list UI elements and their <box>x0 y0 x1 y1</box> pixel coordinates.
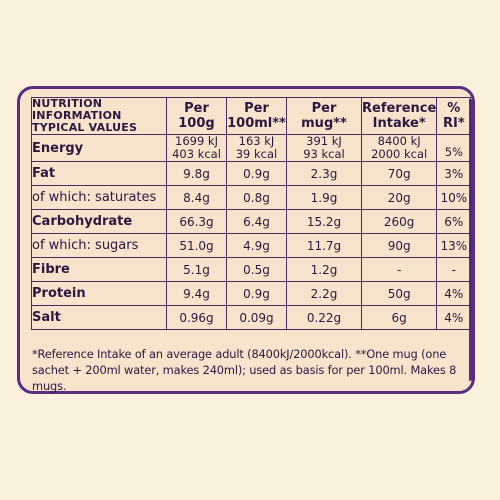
table-row-energy: Energy 1699 kJ 403 kcal 163 kJ 39 kcal 3… <box>31 134 472 162</box>
table-header-row: NUTRITION INFORMATION TYPICAL VALUES Per… <box>31 97 472 135</box>
table-cell: 1.9g <box>286 185 362 210</box>
table-cell: 3% <box>436 161 472 186</box>
table-cell: 260g <box>360 209 438 234</box>
table-cell: 6g <box>360 305 438 330</box>
column-header-line: % <box>447 101 461 116</box>
table-row-sugars: of which: sugars 51.0g 4.9g 11.7g 90g 13… <box>31 233 472 258</box>
table-cell: 6.4g <box>226 209 287 234</box>
table-cell: 5.1g <box>166 257 227 282</box>
table-cell: 90g <box>360 233 438 258</box>
table-cell: 8400 kJ 2000 kcal <box>360 134 438 162</box>
column-header-line: Per <box>184 101 209 116</box>
nutrition-table: NUTRITION INFORMATION TYPICAL VALUES Per… <box>31 97 472 330</box>
table-cell: 6% <box>436 209 472 234</box>
table-cell: 15.2g <box>286 209 362 234</box>
row-label: Carbohydrate <box>31 209 167 234</box>
table-cell: 20g <box>360 185 438 210</box>
row-label: Protein <box>31 281 167 306</box>
table-cell: 0.8g <box>226 185 287 210</box>
table-cell: - <box>436 257 472 282</box>
row-label: Fat <box>31 161 167 186</box>
table-cell: 13% <box>436 233 472 258</box>
row-label: of which: saturates <box>31 185 167 210</box>
table-row-fibre: Fibre 5.1g 0.5g 1.2g - - <box>31 257 472 282</box>
table-cell: 8.4g <box>166 185 227 210</box>
table-cell: 0.5g <box>226 257 287 282</box>
cell-line: 2000 kcal <box>371 147 428 161</box>
table-row-saturates: of which: saturates 8.4g 0.8g 1.9g 20g 1… <box>31 185 472 210</box>
column-header-line: RI* <box>442 116 465 131</box>
table-cell: 66.3g <box>166 209 227 234</box>
cell-line: 93 kcal <box>303 147 345 161</box>
table-cell: - <box>360 257 438 282</box>
table-cell: 2.3g <box>286 161 362 186</box>
table-cell: 1699 kJ 403 kcal <box>166 134 227 162</box>
table-cell: 1.2g <box>286 257 362 282</box>
column-header-per-100g: Per 100g <box>166 97 227 135</box>
column-header-line: 100g <box>178 116 215 131</box>
table-cell: 4% <box>436 281 472 306</box>
row-label: Energy <box>31 134 167 162</box>
table-row-carbohydrate: Carbohydrate 66.3g 6.4g 15.2g 260g 6% <box>31 209 472 234</box>
table-row-salt: Salt 0.96g 0.09g 0.22g 6g 4% <box>31 305 472 330</box>
column-header-percent-ri: % RI* <box>436 97 472 135</box>
header-title-line: NUTRITION <box>32 97 103 110</box>
table-cell: 70g <box>360 161 438 186</box>
cell-line: 403 kcal <box>172 147 221 161</box>
table-row-fat: Fat 9.8g 0.9g 2.3g 70g 3% <box>31 161 472 186</box>
table-cell: 50g <box>360 281 438 306</box>
table-cell: 0.9g <box>226 161 287 186</box>
nutrition-panel: NUTRITION INFORMATION TYPICAL VALUES Per… <box>17 86 475 394</box>
table-cell: 9.4g <box>166 281 227 306</box>
table-cell: 10% <box>436 185 472 210</box>
column-header-line: Per <box>244 101 269 116</box>
table-cell: 391 kJ 93 kcal <box>286 134 362 162</box>
table-cell: 0.9g <box>226 281 287 306</box>
row-label: Salt <box>31 305 167 330</box>
table-cell: 2.2g <box>286 281 362 306</box>
cell-line: 163 kJ <box>238 134 275 148</box>
row-label: Fibre <box>31 257 167 282</box>
cell-line: 391 kJ <box>306 134 342 148</box>
table-cell: 9.8g <box>166 161 227 186</box>
table-row-protein: Protein 9.4g 0.9g 2.2g 50g 4% <box>31 281 472 306</box>
table-cell: 0.09g <box>226 305 287 330</box>
table-cell: 51.0g <box>166 233 227 258</box>
table-cell: 4% <box>436 305 472 330</box>
cell-line: 5% <box>444 145 463 159</box>
row-label: of which: sugars <box>31 233 167 258</box>
header-title-line: TYPICAL VALUES <box>32 121 138 134</box>
cell-line: 8400 kJ <box>377 134 421 148</box>
panel-edge <box>469 99 475 381</box>
column-header-line: Per <box>311 101 337 116</box>
table-cell: 0.22g <box>286 305 362 330</box>
header-title: NUTRITION INFORMATION TYPICAL VALUES <box>31 97 167 135</box>
table-cell: 163 kJ 39 kcal <box>226 134 287 162</box>
cell-line: 1699 kJ <box>175 134 218 148</box>
column-header-line: mug** <box>301 116 347 131</box>
column-header-reference-intake: Reference Intake* <box>360 97 438 135</box>
column-header-line: Reference <box>362 101 437 116</box>
table-cell: 5% <box>436 134 472 162</box>
footnote: *Reference Intake of an average adult (8… <box>32 347 457 393</box>
table-cell: 0.96g <box>166 305 227 330</box>
column-header-per-100ml: Per 100ml** <box>226 97 287 135</box>
column-header-line: 100ml** <box>227 116 286 131</box>
cell-line: 39 kcal <box>235 147 278 161</box>
table-cell: 11.7g <box>286 233 362 258</box>
column-header-line: Intake* <box>372 116 426 131</box>
table-cell: 4.9g <box>226 233 287 258</box>
column-header-per-mug: Per mug** <box>286 97 362 135</box>
header-title-line: INFORMATION <box>32 109 122 122</box>
